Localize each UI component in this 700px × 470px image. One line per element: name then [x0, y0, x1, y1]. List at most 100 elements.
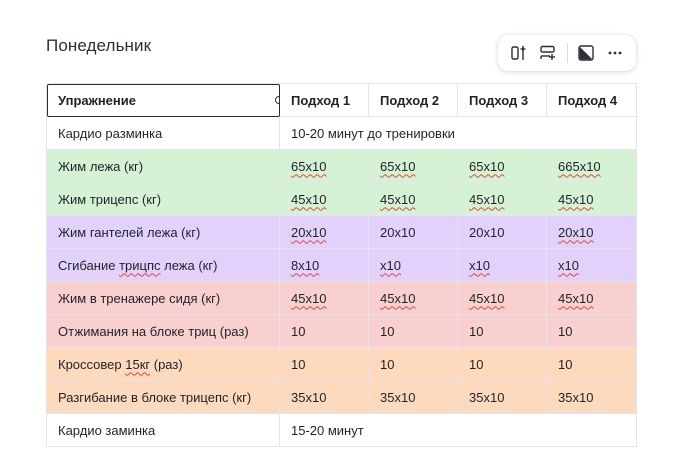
exercise-cell[interactable]: Жим гантелей лежа (кг)	[46, 215, 280, 249]
table-row: Кардио заминка 15-20 минут	[46, 413, 637, 447]
table-row: Сгибание трицпс лежа (кг) 8x10 x10 x10 x…	[46, 248, 637, 282]
misspelled-word: трицпс	[119, 257, 161, 273]
exercise-text: Кроссовер	[58, 356, 126, 372]
table-row: Жим лежа (кг) 65x10 65x10 65x10 665x10	[46, 149, 637, 183]
more-options-button[interactable]	[601, 39, 630, 67]
set-cell[interactable]: 35x10	[546, 380, 637, 414]
note-cell[interactable]: 10-20 минут до тренировки	[279, 116, 637, 150]
set-cell[interactable]: 45x10	[279, 281, 369, 315]
header-cell-set-1[interactable]: Подход 1	[279, 83, 369, 117]
insert-row-button[interactable]	[533, 39, 562, 67]
header-cell-exercise[interactable]: Упражнение	[46, 83, 280, 117]
set-cell[interactable]: 10	[546, 347, 637, 381]
set-value: 65x10	[380, 158, 416, 174]
insert-column-button[interactable]	[504, 39, 533, 67]
cell-color-button[interactable]	[571, 39, 600, 67]
set-cell[interactable]: 65x10	[279, 149, 369, 183]
set-value: 65x10	[469, 158, 505, 174]
set-value: 45x10	[469, 191, 505, 207]
page-title: Понедельник	[46, 36, 152, 55]
set-value: 665x10	[558, 158, 601, 174]
set-value: x10	[558, 257, 579, 273]
set-cell[interactable]: x10	[546, 248, 637, 282]
misspelled-word: 15кг	[125, 356, 151, 372]
set-cell[interactable]: 45x10	[457, 281, 547, 315]
exercise-cell[interactable]: Кроссовер 15кг (раз)	[46, 347, 280, 381]
set-cell[interactable]: 35x10	[368, 380, 458, 414]
set-cell[interactable]: 20x10	[368, 215, 458, 249]
set-value: 45x10	[380, 191, 416, 207]
table-toolbar	[498, 35, 636, 71]
set-cell[interactable]: 45x10	[457, 182, 547, 216]
set-cell[interactable]: 45x10	[546, 281, 637, 315]
exercise-text: Сгибание	[58, 257, 120, 273]
workout-table: Упражнение Подход 1 Подход 2 Подход 3 По…	[46, 83, 637, 447]
cell-color-icon	[578, 45, 594, 61]
exercise-cell[interactable]: Жим в тренажере сидя (кг)	[46, 281, 280, 315]
table-row: Кроссовер 15кг (раз) 10 10 10 10	[46, 347, 637, 381]
exercise-cell[interactable]: Кардио разминка	[46, 116, 280, 150]
table-row: Жим трицепс (кг) 45x10 45x10 45x10 45x10	[46, 182, 637, 216]
set-value: 20x10	[380, 224, 416, 240]
set-cell[interactable]: 10	[546, 314, 637, 348]
set-cell[interactable]: 665x10	[546, 149, 637, 183]
set-cell[interactable]: 45x10	[546, 182, 637, 216]
more-options-icon	[608, 51, 622, 55]
note-cell[interactable]: 15-20 минут	[279, 413, 637, 447]
set-cell[interactable]: x10	[368, 248, 458, 282]
set-value: 45x10	[558, 290, 594, 306]
column-resize-handle[interactable]	[275, 96, 279, 104]
set-value: 20x10	[291, 224, 327, 240]
header-cell-set-4[interactable]: Подход 4	[546, 83, 637, 117]
set-value: 45x10	[469, 290, 505, 306]
set-cell[interactable]: 45x10	[279, 182, 369, 216]
set-cell[interactable]: 35x10	[279, 380, 369, 414]
set-value: 8x10	[291, 257, 320, 273]
set-value: 45x10	[380, 290, 416, 306]
set-cell[interactable]: 10	[457, 347, 547, 381]
insert-row-icon	[540, 45, 555, 60]
set-cell[interactable]: 45x10	[368, 182, 458, 216]
set-value: 45x10	[291, 290, 327, 306]
header-cell-set-2[interactable]: Подход 2	[368, 83, 458, 117]
table-row: Жим в тренажере сидя (кг) 45x10 45x10 45…	[46, 281, 637, 315]
exercise-text: лежа (кг)	[160, 257, 218, 273]
set-cell[interactable]: 45x10	[368, 281, 458, 315]
exercise-cell[interactable]: Кардио заминка	[46, 413, 280, 447]
set-cell[interactable]: 20x10	[546, 215, 637, 249]
set-cell[interactable]: 10	[279, 347, 369, 381]
set-value: 45x10	[291, 191, 327, 207]
exercise-cell[interactable]: Разгибание в блоке трицепс (кг)	[46, 380, 280, 414]
table-row: Жим гантелей лежа (кг) 20x10 20x10 20x10…	[46, 215, 637, 249]
set-cell[interactable]: 10	[279, 314, 369, 348]
set-value: 65x10	[291, 158, 327, 174]
toolbar-divider	[566, 43, 568, 63]
set-cell[interactable]: x10	[457, 248, 547, 282]
exercise-cell[interactable]: Жим лежа (кг)	[46, 149, 280, 183]
table-header-row: Упражнение Подход 1 Подход 2 Подход 3 По…	[46, 83, 637, 117]
set-value: x10	[469, 257, 490, 273]
set-value: 45x10	[558, 191, 594, 207]
set-value: x10	[380, 257, 401, 273]
set-cell[interactable]: 8x10	[279, 248, 369, 282]
set-cell[interactable]: 10	[368, 314, 458, 348]
set-cell[interactable]: 10	[457, 314, 547, 348]
set-cell[interactable]: 65x10	[457, 149, 547, 183]
set-value: 20x10	[469, 224, 505, 240]
exercise-cell[interactable]: Сгибание трицпс лежа (кг)	[46, 248, 280, 282]
set-cell[interactable]: 20x10	[279, 215, 369, 249]
set-cell[interactable]: 65x10	[368, 149, 458, 183]
insert-column-icon	[510, 46, 526, 60]
header-cell-set-3[interactable]: Подход 3	[457, 83, 547, 117]
set-cell[interactable]: 10	[368, 347, 458, 381]
table-row: Разгибание в блоке трицепс (кг) 35x10 35…	[46, 380, 637, 414]
set-cell[interactable]: 20x10	[457, 215, 547, 249]
exercise-text: (раз)	[150, 356, 183, 372]
header-label: Упражнение	[58, 92, 136, 108]
exercise-cell[interactable]: Отжимания на блоке триц (раз)	[46, 314, 280, 348]
table-row: Отжимания на блоке триц (раз) 10 10 10 1…	[46, 314, 637, 348]
exercise-cell[interactable]: Жим трицепс (кг)	[46, 182, 280, 216]
set-value: 20x10	[558, 224, 594, 240]
table-row: Кардио разминка 10-20 минут до тренировк…	[46, 116, 637, 150]
set-cell[interactable]: 35x10	[457, 380, 547, 414]
